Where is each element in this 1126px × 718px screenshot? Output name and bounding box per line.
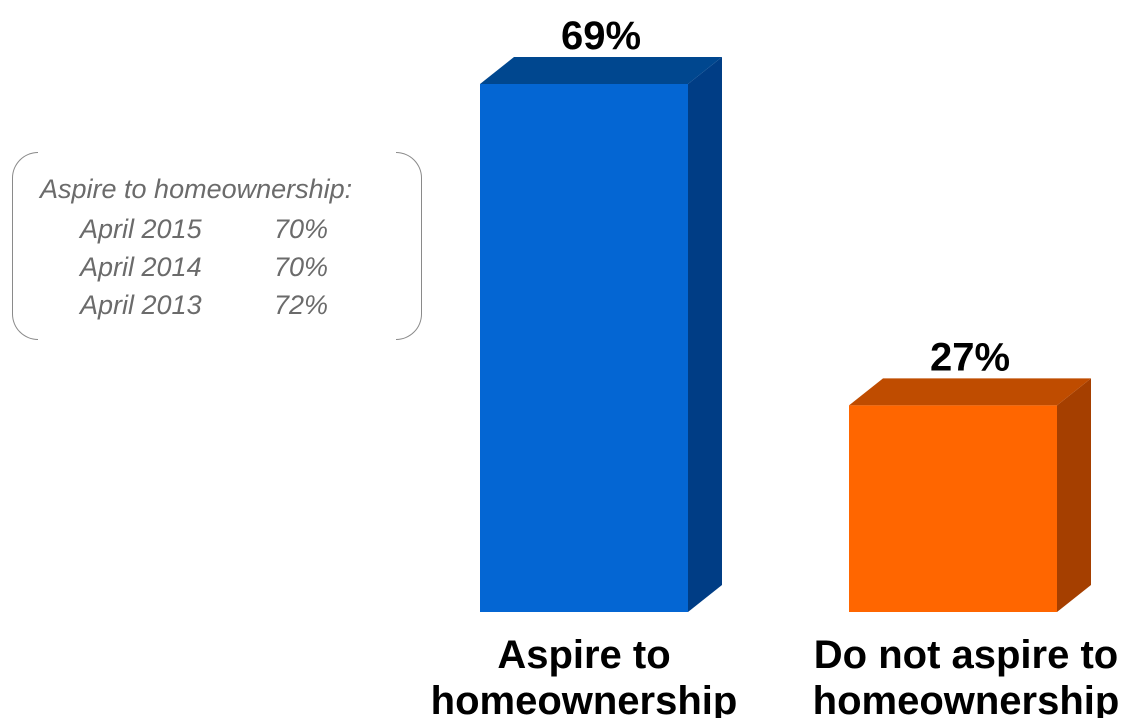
callout-row-value: 72% <box>274 290 329 320</box>
callout-row-value: 70% <box>274 214 329 244</box>
bar <box>849 405 1057 612</box>
callout-row-period: April 2015 <box>80 214 202 244</box>
bar-top-face <box>849 378 1091 406</box>
bar-side-face <box>688 57 722 612</box>
category-label: homeownership <box>813 679 1120 718</box>
bar-value-label: 27% <box>930 335 1010 379</box>
category-label: homeownership <box>431 679 738 718</box>
callout-right-bracket <box>396 152 422 340</box>
history-callout: Aspire to homeownership: April 2015 70% … <box>12 152 422 340</box>
bar-value-label: 69% <box>561 14 641 58</box>
callout-left-bracket <box>12 152 38 340</box>
category-label: Aspire to <box>497 633 670 677</box>
bar-top-face <box>480 57 722 84</box>
callout-row-value: 70% <box>274 252 329 282</box>
bar-side-face <box>1057 378 1091 612</box>
category-label: Do not aspire to <box>814 633 1118 677</box>
callout-row-period: April 2014 <box>80 252 202 282</box>
bar <box>480 84 688 612</box>
callout-title: Aspire to homeownership: <box>40 174 353 204</box>
callout-row-period: April 2013 <box>80 290 202 320</box>
